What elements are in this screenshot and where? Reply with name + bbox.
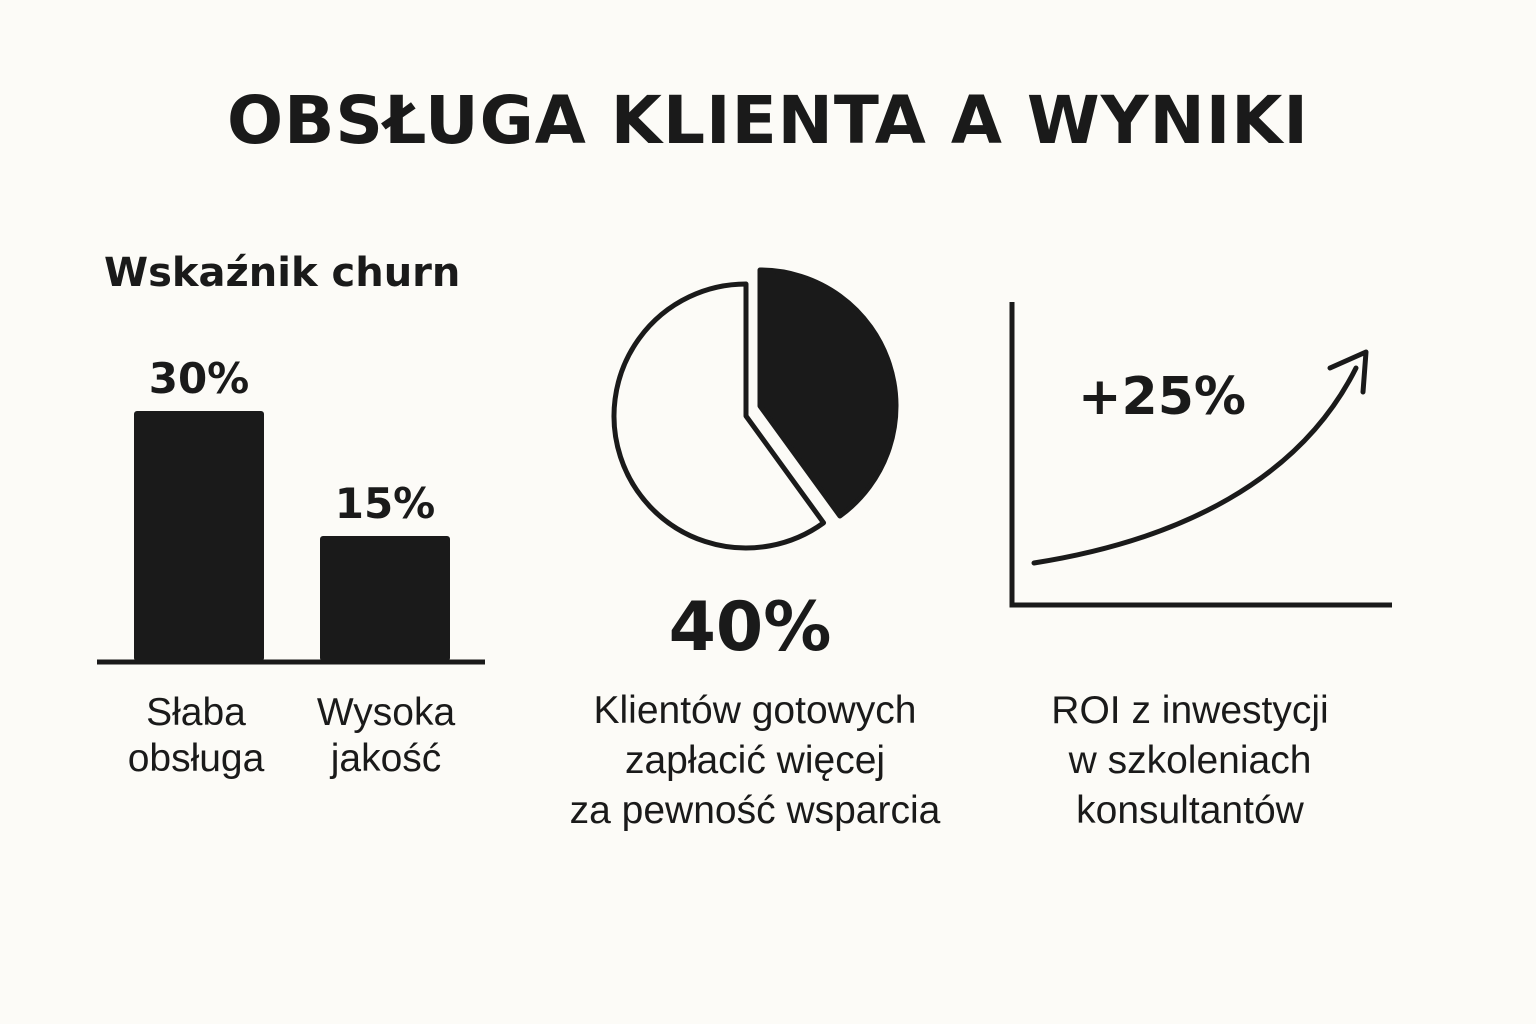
category-line: obsługa bbox=[127, 737, 265, 780]
category-line: Słaba bbox=[146, 691, 246, 734]
bar-value-label-1: 30% bbox=[149, 354, 250, 403]
caption-line: w szkoleniach bbox=[1068, 739, 1312, 782]
trend-annotation: +25% bbox=[1078, 367, 1246, 427]
pie-chart bbox=[611, 267, 899, 551]
bar-value-label-2: 15% bbox=[335, 479, 436, 528]
bar-chart: 30% 15% bbox=[97, 354, 485, 665]
caption-line: zapłacić więcej bbox=[624, 739, 886, 782]
pie-caption: Klientów gotowych zapłacić więcej za pew… bbox=[520, 686, 990, 836]
bar-category-label-1: Słaba obsługa bbox=[106, 690, 286, 782]
trend-curve bbox=[1031, 365, 1359, 566]
pie-slice-1 bbox=[757, 267, 899, 519]
bar-2 bbox=[320, 536, 450, 661]
page-title: OBSŁUGA KLIENTA A WYNIKI bbox=[227, 82, 1309, 159]
trend-caption: ROI z inwestycji w szkoleniach konsultan… bbox=[990, 686, 1390, 836]
caption-line: konsultantów bbox=[1076, 789, 1304, 832]
bar-category-label-2: Wysoka jakość bbox=[296, 690, 476, 782]
caption-line: ROI z inwestycji bbox=[1051, 689, 1329, 732]
pie-highlight-value: 40% bbox=[668, 588, 832, 667]
trend-arrow-head-icon bbox=[1327, 349, 1369, 395]
bar-chart-title: Wskaźnik churn bbox=[104, 250, 461, 296]
caption-line: Klientów gotowych bbox=[593, 689, 917, 732]
trend-y-axis bbox=[1009, 302, 1392, 608]
caption-line: za pewność wsparcia bbox=[569, 789, 941, 832]
pie-slice-2 bbox=[611, 281, 827, 551]
category-line: Wysoka bbox=[316, 691, 456, 734]
category-line: jakość bbox=[330, 737, 442, 780]
trend-chart: +25% bbox=[1009, 302, 1392, 608]
bar-1 bbox=[134, 411, 264, 661]
